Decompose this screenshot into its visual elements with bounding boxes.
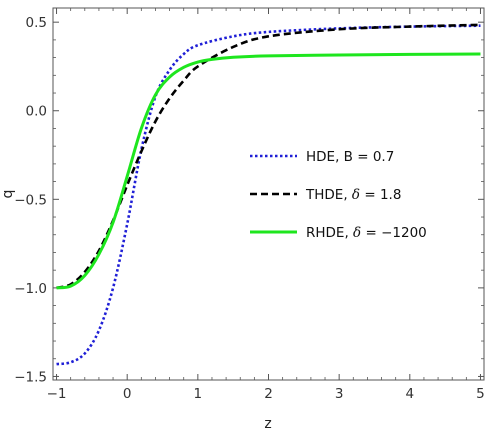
x-tick-label: 0 bbox=[123, 386, 132, 402]
x-tick-label: 1 bbox=[194, 386, 203, 402]
y-tick-label: 0.0 bbox=[26, 104, 47, 120]
legend-label-2: THDE, δ = 1.8 bbox=[305, 187, 401, 203]
y-axis-label: q bbox=[0, 190, 16, 199]
series-line-1 bbox=[56, 24, 481, 366]
x-tick-label: −1 bbox=[47, 386, 67, 402]
series-layer bbox=[56, 23, 481, 366]
y-tick-label: −0.5 bbox=[14, 192, 47, 208]
legend-label-3: RHDE, δ = −1200 bbox=[306, 225, 427, 241]
x-tick-label: 3 bbox=[335, 386, 344, 402]
x-tick-label: 4 bbox=[406, 386, 415, 402]
series-line-2 bbox=[56, 23, 481, 290]
plot-frame bbox=[52, 7, 485, 381]
y-tick-label: −1.5 bbox=[14, 369, 47, 385]
legend: HDE, B = 0.7 THDE, δ = 1.8 RHDE, δ = −1200 bbox=[250, 149, 427, 241]
x-axis-label: z bbox=[264, 416, 271, 432]
x-tick-label: 5 bbox=[476, 386, 485, 402]
series-line-3 bbox=[56, 52, 481, 290]
y-tick-label: 0.5 bbox=[26, 15, 47, 31]
y-tick-label: −1.0 bbox=[14, 281, 47, 297]
legend-label-1: HDE, B = 0.7 bbox=[306, 149, 394, 165]
x-tick-label: 2 bbox=[264, 386, 273, 402]
axis-ticks: −1 0 1 2 3 4 5 −1.5 −1.0 −0.5 0.0 0.5 bbox=[14, 8, 485, 402]
